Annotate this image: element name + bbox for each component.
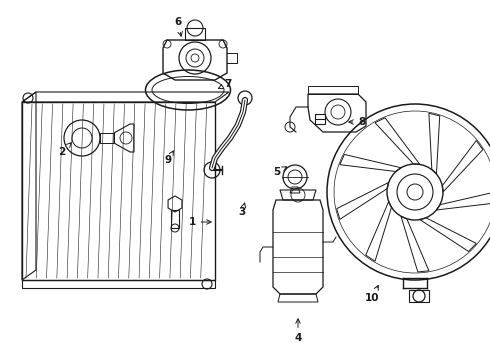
Text: 3: 3 [238,203,245,217]
Text: 5: 5 [273,167,287,177]
Text: 6: 6 [174,17,182,36]
Text: 1: 1 [188,217,211,227]
Text: 4: 4 [294,319,302,343]
Text: 2: 2 [58,143,71,157]
Text: 10: 10 [365,285,379,303]
Text: 7: 7 [219,79,232,89]
Text: 8: 8 [349,117,366,127]
Text: 9: 9 [165,151,173,165]
